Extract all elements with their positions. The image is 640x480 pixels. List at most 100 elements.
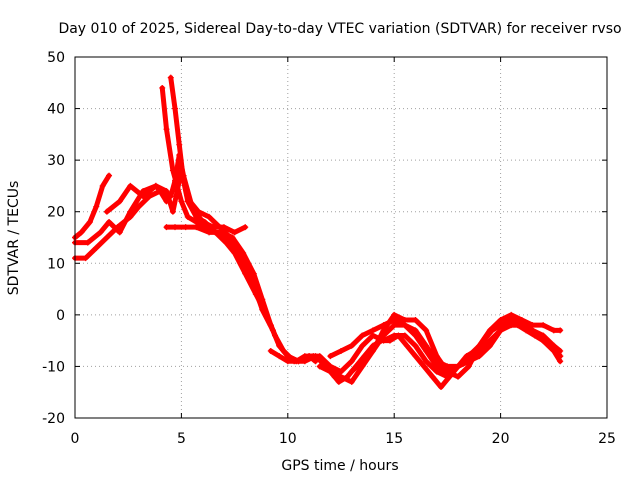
data-point — [335, 378, 342, 385]
data-point — [412, 353, 419, 360]
data-point — [276, 353, 283, 360]
data-point — [433, 368, 440, 375]
data-point — [182, 224, 189, 231]
data-point — [529, 327, 536, 334]
data-point — [395, 332, 402, 339]
data-point — [550, 342, 557, 349]
data-point — [97, 229, 104, 236]
data-point — [369, 327, 376, 334]
data-point — [401, 332, 408, 339]
data-series — [72, 74, 564, 391]
data-point — [557, 358, 564, 365]
y-tick-label: 30 — [47, 153, 65, 169]
data-point — [508, 317, 515, 324]
data-point — [167, 74, 174, 81]
data-point — [103, 234, 110, 241]
data-point — [433, 363, 440, 370]
y-tick-label: 50 — [47, 50, 65, 66]
data-point — [163, 224, 170, 231]
data-point — [369, 347, 376, 354]
data-point — [116, 229, 123, 236]
data-point — [508, 311, 515, 318]
data-point — [172, 105, 179, 112]
data-point — [180, 177, 187, 184]
data-point — [557, 353, 564, 360]
data-point — [93, 203, 100, 210]
data-point — [327, 368, 334, 375]
data-point — [193, 213, 200, 220]
data-point — [359, 342, 366, 349]
data-point — [152, 182, 159, 189]
data-point — [412, 317, 419, 324]
data-point — [463, 353, 470, 360]
data-point — [106, 219, 113, 226]
data-point — [293, 358, 300, 365]
data-point — [403, 342, 410, 349]
data-point — [201, 219, 208, 226]
y-tick-label: 10 — [47, 256, 65, 272]
data-point — [93, 244, 100, 251]
data-point — [240, 249, 247, 256]
data-point — [216, 224, 223, 231]
data-point — [476, 353, 483, 360]
data-point — [218, 229, 225, 236]
y-tick-label: 40 — [47, 102, 65, 118]
data-point — [267, 347, 274, 354]
data-point — [359, 332, 366, 339]
data-point — [127, 208, 134, 215]
data-point — [429, 373, 436, 380]
data-point — [318, 358, 325, 365]
data-point — [169, 208, 176, 215]
chart-title: Day 010 of 2025, Sidereal Day-to-day VTE… — [58, 21, 621, 37]
data-point — [163, 126, 170, 133]
data-point — [284, 353, 291, 360]
data-point — [223, 239, 230, 246]
data-point — [540, 332, 547, 339]
data-point — [348, 342, 355, 349]
data-point — [231, 229, 238, 236]
data-point — [476, 342, 483, 349]
data-point — [338, 373, 344, 380]
plot-frame — [74, 56, 608, 419]
data-point — [301, 353, 308, 360]
x-tick-label: 20 — [492, 431, 510, 447]
data-point — [380, 327, 387, 334]
data-point — [252, 291, 259, 298]
data-point — [401, 322, 408, 329]
data-point — [369, 332, 376, 339]
data-point — [140, 193, 147, 200]
data-point — [242, 224, 249, 231]
data-point — [276, 342, 283, 349]
data-point — [338, 347, 344, 354]
data-point — [310, 353, 317, 360]
data-point — [169, 167, 176, 174]
data-point — [423, 342, 430, 349]
data-point — [557, 327, 564, 334]
data-point — [348, 378, 355, 385]
data-point — [412, 327, 419, 334]
data-point — [497, 317, 504, 324]
data-point — [348, 368, 355, 375]
data-point — [231, 249, 238, 256]
data-point — [540, 322, 547, 329]
data-point — [391, 322, 398, 329]
data-point — [195, 208, 202, 215]
data-point — [518, 322, 525, 329]
x-tick-label: 0 — [71, 431, 80, 447]
data-point — [163, 188, 170, 195]
data-point — [338, 368, 344, 375]
data-point — [250, 270, 257, 277]
data-point — [327, 353, 334, 360]
data-point — [178, 198, 185, 205]
data-point — [348, 358, 355, 365]
y-tick-label: 0 — [56, 308, 65, 324]
data-point — [455, 373, 462, 380]
data-point — [86, 219, 93, 226]
data-point — [206, 229, 213, 236]
data-point — [391, 311, 398, 318]
data-point — [127, 182, 134, 189]
data-point — [497, 327, 504, 334]
data-point — [82, 255, 89, 262]
x-axis-label: GPS time / hours — [281, 458, 398, 474]
